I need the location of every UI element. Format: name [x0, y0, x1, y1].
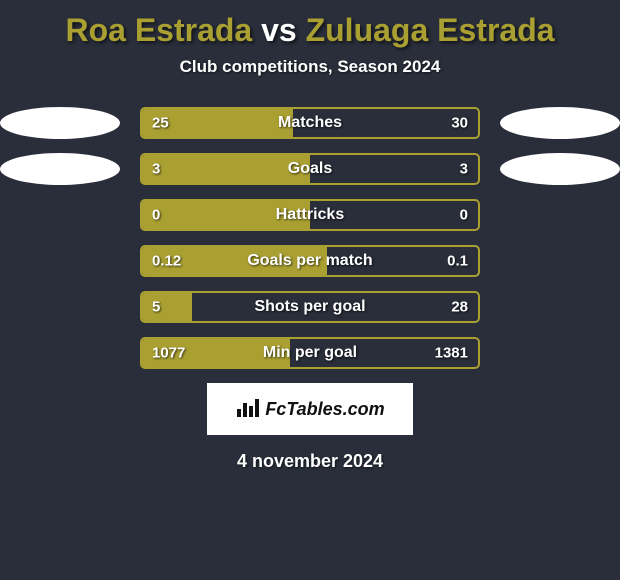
stat-value-right: 28 [451, 299, 468, 316]
footer-date: 4 november 2024 [0, 451, 620, 472]
player2-name: Zuluaga Estrada [306, 12, 555, 48]
bar-chart-icon [235, 395, 259, 424]
player1-name: Roa Estrada [65, 12, 252, 48]
stat-bar: 00Hattricks [140, 199, 480, 231]
stat-row: 528Shots per goal [0, 291, 620, 323]
stat-bar: 33Goals [140, 153, 480, 185]
player1-marker [0, 107, 120, 139]
stat-row: 2530Matches [0, 107, 620, 139]
vs-text: vs [261, 12, 297, 48]
stat-row: 33Goals [0, 153, 620, 185]
player2-marker [500, 153, 620, 185]
stat-value-right: 3 [460, 161, 468, 178]
comparison-title: Roa Estrada vs Zuluaga Estrada [0, 0, 620, 49]
stat-bar-fill [142, 247, 327, 275]
source-badge: FcTables.com [207, 383, 413, 435]
comparison-subtitle: Club competitions, Season 2024 [0, 57, 620, 77]
stat-bar-fill [142, 201, 310, 229]
player2-marker [500, 107, 620, 139]
stat-value-right: 0.1 [447, 253, 468, 270]
player1-marker [0, 153, 120, 185]
stat-row: 0.120.1Goals per match [0, 245, 620, 277]
stat-bar-fill [142, 155, 310, 183]
stat-bar: 0.120.1Goals per match [140, 245, 480, 277]
stat-bar-fill [142, 339, 290, 367]
stat-bar: 2530Matches [140, 107, 480, 139]
stat-bar-fill [142, 109, 293, 137]
comparison-chart: 2530Matches 33Goals 00Hattricks 0.120.1Goal… [0, 107, 620, 369]
stat-bar-fill [142, 293, 192, 321]
source-badge-text: FcTables.com [265, 399, 384, 420]
stat-bar: 528Shots per goal [140, 291, 480, 323]
stat-row: 00Hattricks [0, 199, 620, 231]
stat-bar: 10771381Min per goal [140, 337, 480, 369]
stat-value-right: 30 [451, 115, 468, 132]
stat-label: Shots per goal [142, 298, 478, 316]
stat-row: 10771381Min per goal [0, 337, 620, 369]
stat-value-right: 1381 [435, 345, 468, 362]
stat-value-right: 0 [460, 207, 468, 224]
